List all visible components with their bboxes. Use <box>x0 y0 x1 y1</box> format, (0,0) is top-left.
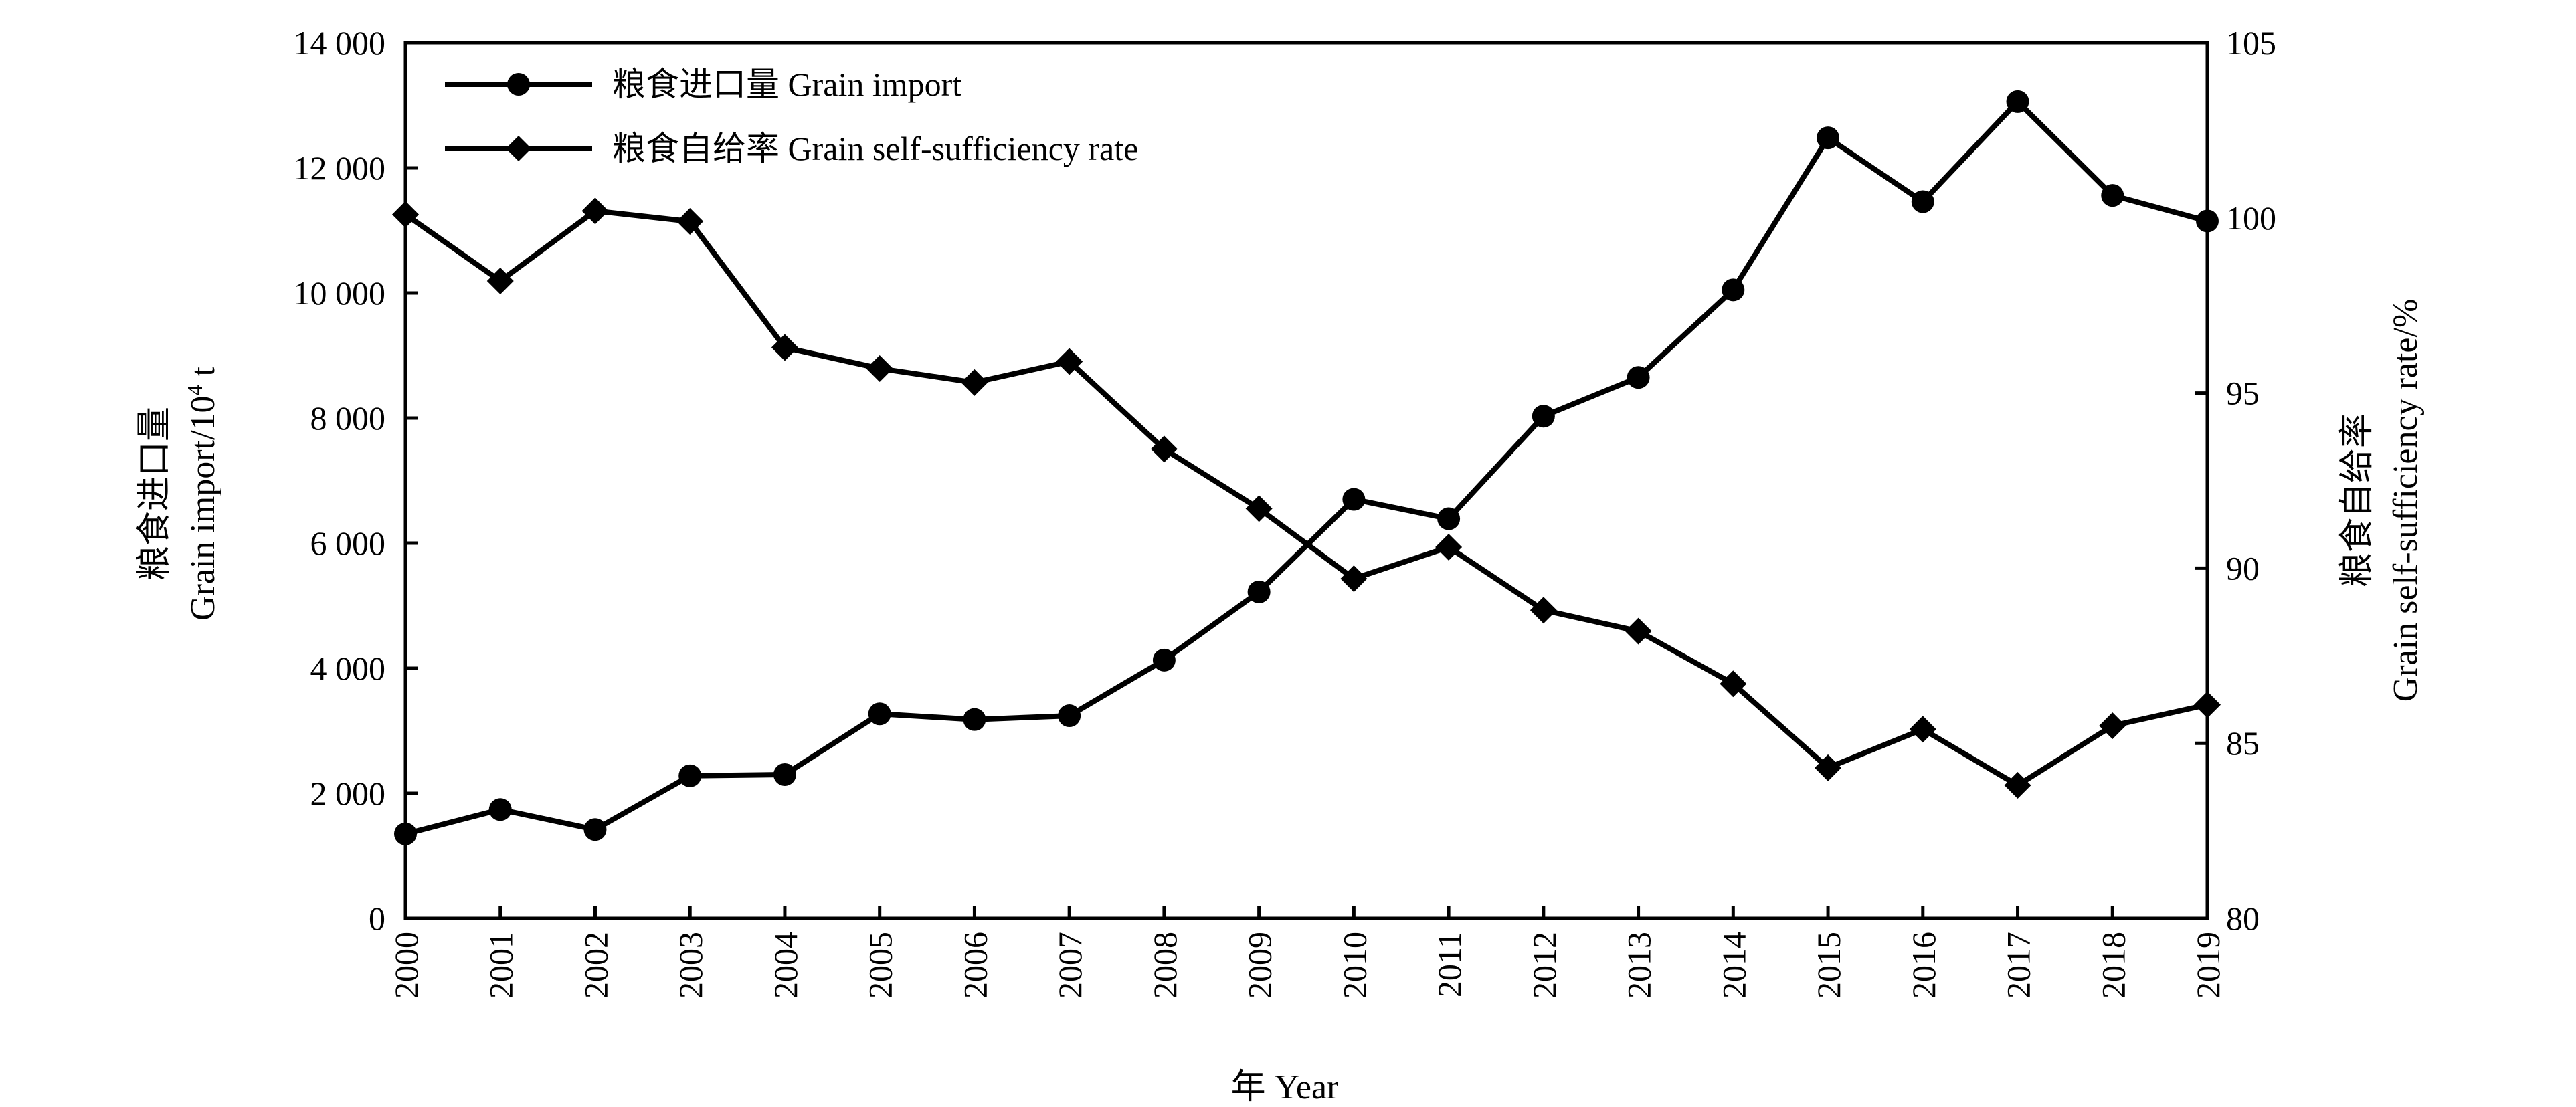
right-axis-ticks: 80 85 90 95 100 105 <box>2195 24 2276 937</box>
x-tick-label: 2012 <box>1526 932 1563 999</box>
right-tick-label: 100 <box>2226 199 2276 237</box>
self-sufficiency-point <box>1340 565 1368 593</box>
self-sufficiency-point <box>486 268 514 295</box>
grain-import-point <box>1722 278 1745 302</box>
left-tick-label: 0 <box>369 900 385 937</box>
x-axis-title: 年 Year <box>1231 1068 1339 1106</box>
x-tick-label: 2015 <box>1810 932 1847 999</box>
legend: 粮食进口量 Grain import 粮食自给率 Grain self-suff… <box>445 66 1138 167</box>
grain-import-point <box>1532 405 1555 428</box>
x-tick-label: 2011 <box>1431 932 1468 997</box>
right-tick-label: 80 <box>2226 900 2260 937</box>
right-axis-title-en: Grain self-sufficiency rate/% <box>2387 299 2425 702</box>
x-tick-label: 2004 <box>767 932 804 999</box>
grain-import-point <box>1247 580 1271 603</box>
self-sufficiency-point <box>961 369 988 396</box>
grain-import-point <box>1058 704 1081 728</box>
left-tick-label: 6 000 <box>310 524 386 562</box>
right-tick-label: 105 <box>2226 24 2276 62</box>
self-sufficiency-point <box>866 355 893 382</box>
legend-rate-marker <box>506 136 531 161</box>
x-tick-label: 2000 <box>387 932 425 999</box>
right-tick-label: 85 <box>2226 724 2260 762</box>
x-tick-label: 2007 <box>1051 932 1089 999</box>
self-sufficiency-point <box>1625 617 1652 645</box>
legend-import-marker <box>507 73 530 96</box>
legend-rate-label: 粮食自给率 Grain self-sufficiency rate <box>612 130 1138 167</box>
self-sufficiency-point <box>1150 435 1178 463</box>
x-tick-label: 2010 <box>1336 932 1373 999</box>
x-tick-label: 2018 <box>2094 932 2132 999</box>
self-sufficiency-point <box>676 208 704 235</box>
self-sufficiency-point <box>392 201 419 228</box>
left-tick-label: 2 000 <box>310 775 386 812</box>
grain-import-point <box>868 702 891 726</box>
self-sufficiency-point <box>2099 712 2126 740</box>
self-sufficiency-point <box>2194 691 2221 718</box>
x-axis-ticks: 2000 2001 2002 2003 2004 2005 2006 2007 2008 2009… <box>387 906 2227 999</box>
right-tick-label: 90 <box>2226 549 2260 587</box>
x-tick-label: 2009 <box>1241 932 1279 999</box>
self-sufficiency-point <box>1720 670 1747 698</box>
grain-import-point <box>1911 190 1934 213</box>
grain-import-point <box>488 798 512 821</box>
self-sufficiency-point <box>1245 495 1273 522</box>
self-sufficiency-point <box>771 334 798 361</box>
self-sufficiency-point <box>581 197 609 225</box>
x-tick-label: 2014 <box>1715 932 1752 999</box>
x-tick-label: 2006 <box>956 932 994 999</box>
x-tick-label: 2017 <box>2000 932 2037 999</box>
x-tick-label: 2008 <box>1146 932 1184 999</box>
self-sufficiency-point <box>1815 754 1842 781</box>
grain-import-point <box>678 764 702 787</box>
left-axis-title-sup: 4 <box>183 385 207 395</box>
left-axis-title-en: Grain import/104 t <box>183 366 222 621</box>
grain-import-point <box>963 708 986 731</box>
grain-import-point <box>2196 209 2219 233</box>
self-sufficiency-point <box>1909 716 1936 743</box>
self-sufficiency-point <box>1435 533 1463 561</box>
x-tick-label: 2002 <box>577 932 614 999</box>
left-axis-title-cn: 粮食进口量 <box>136 407 174 581</box>
right-axis-title-cn: 粮食自给率 <box>2338 413 2377 587</box>
self-sufficiency-line <box>403 208 2208 788</box>
grain-import-point <box>1627 366 1650 389</box>
left-tick-label: 8 000 <box>310 399 386 437</box>
grain-import-point <box>583 818 607 841</box>
grain-import-point <box>394 822 417 845</box>
x-tick-label: 2013 <box>1621 932 1658 999</box>
self-sufficiency-point <box>1530 597 1557 624</box>
right-tick-label: 95 <box>2226 375 2260 412</box>
left-axis-ticks: 0 2 000 4 000 6 000 8 000 10 000 12 000 14 000 <box>294 24 418 937</box>
plot-frame <box>403 41 2209 920</box>
x-tick-label: 2005 <box>862 932 899 999</box>
left-axis-title-unit: t <box>184 366 222 385</box>
grain-import-point <box>1342 488 1366 511</box>
left-tick-label: 4 000 <box>310 649 386 687</box>
grain-import-point <box>2101 184 2124 207</box>
left-axis-title-en-main: Grain import/10 <box>184 395 222 621</box>
left-tick-label: 14 000 <box>294 24 386 62</box>
grain-import-point <box>773 763 796 786</box>
left-tick-label: 12 000 <box>294 149 386 187</box>
x-tick-label: 2003 <box>672 932 709 999</box>
left-tick-label: 10 000 <box>294 274 386 312</box>
grain-import-point <box>1817 126 1840 150</box>
self-sufficiency-point <box>2004 772 2031 799</box>
self-sufficiency-point <box>1056 348 1083 375</box>
grain-import-point <box>1152 648 1176 672</box>
series-layer <box>392 90 2221 845</box>
x-tick-label: 2001 <box>482 932 520 999</box>
grain-import-point <box>2006 90 2029 113</box>
legend-import-label: 粮食进口量 Grain import <box>612 66 961 103</box>
grain-import-point <box>1437 507 1461 530</box>
x-tick-label: 2016 <box>1905 932 1942 999</box>
x-tick-label: 2019 <box>2189 932 2227 999</box>
